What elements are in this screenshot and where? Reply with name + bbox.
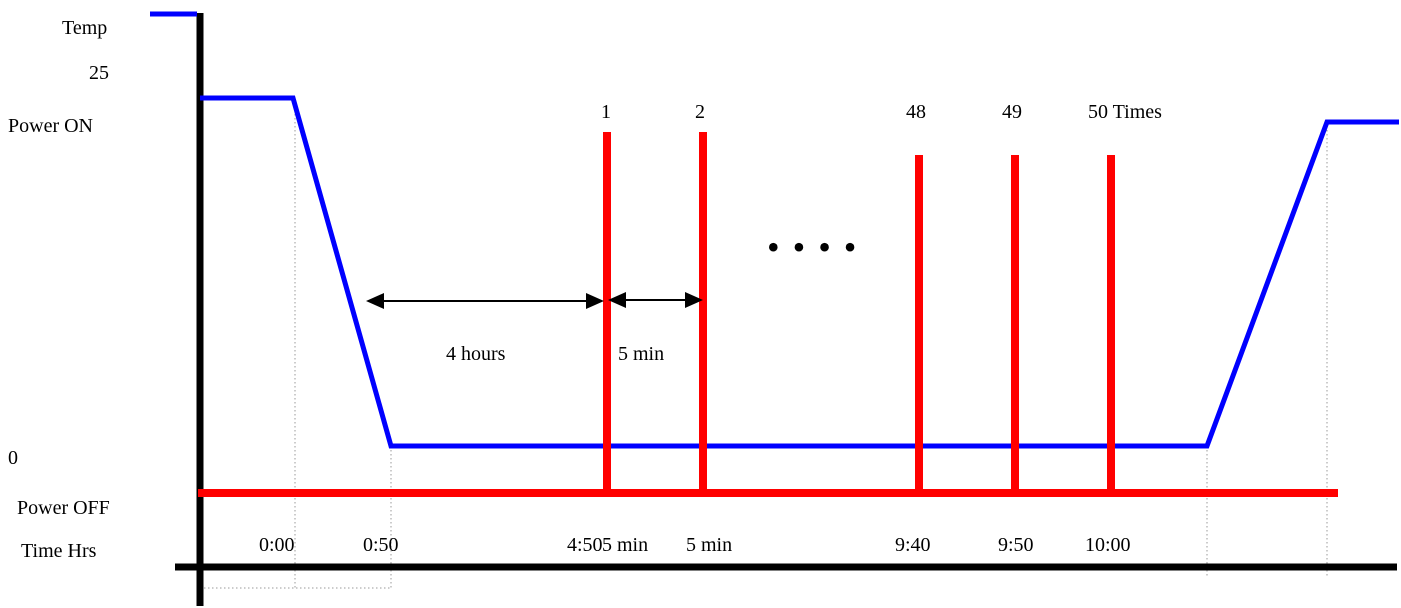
temp-axis-label: Temp [62, 17, 107, 39]
time-tick-5-min-a: 5 min [602, 534, 648, 556]
time-tick-0-00: 0:00 [259, 534, 295, 556]
time-tick-0-50: 0:50 [363, 534, 399, 556]
temperature-line [200, 95, 1399, 449]
soak-duration-label: 4 hours [446, 343, 506, 365]
arrowhead-right [685, 292, 703, 308]
pulse-label-49: 49 [1002, 101, 1022, 123]
time-guides [200, 98, 1328, 589]
pulse-label-48: 48 [906, 101, 926, 123]
arrowhead-right [586, 293, 604, 309]
time-tick-5-min-b: 5 min [686, 534, 732, 556]
interval-duration-arrow [608, 292, 703, 308]
temp-min-label: 0 [8, 447, 18, 469]
power-off-label: Power OFF [17, 497, 110, 519]
ellipsis-dots: • • • • [767, 227, 858, 267]
time-tick-10-00: 10:00 [1085, 534, 1131, 556]
power-on-label: Power ON [8, 115, 93, 137]
arrowhead-left [608, 292, 626, 308]
pulse-label-1: 1 [601, 101, 611, 123]
temp-max-label: 25 [89, 62, 109, 84]
arrowhead-left [366, 293, 384, 309]
pulse-label-2: 2 [695, 101, 705, 123]
interval-duration-label: 5 min [618, 343, 664, 365]
time-tick-4-50: 4:50 [567, 534, 603, 556]
time-tick-9-50: 9:50 [998, 534, 1034, 556]
time-tick-9-40: 9:40 [895, 534, 931, 556]
time-axis-label: Time Hrs [21, 540, 97, 562]
soak-duration-arrow [366, 293, 604, 309]
pulse-label-50: 50 Times [1088, 101, 1162, 123]
